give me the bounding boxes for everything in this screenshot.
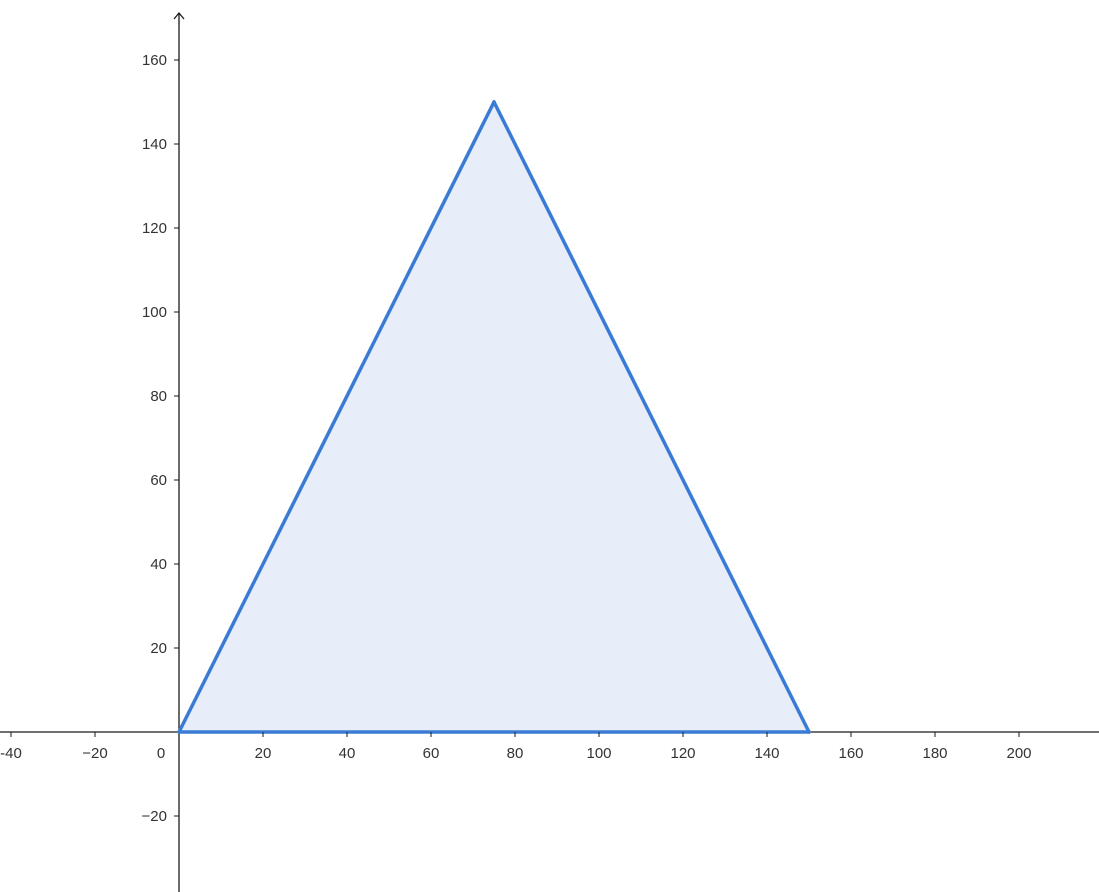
y-tick-label: 40 [150,556,167,573]
y-tick-label: 160 [142,52,167,69]
x-tick-label: 80 [507,745,524,762]
x-tick-label: 200 [1006,745,1031,762]
x-tick-label: 60 [423,745,440,762]
axes-layer [0,11,1099,892]
y-tick-label: 80 [150,388,167,405]
x-tick-label: 0 [157,745,165,762]
ticks-layer: -40−200204060801001201401601802002−20204… [0,52,1099,825]
y-tick-label: 20 [150,640,167,657]
x-tick-label: 140 [754,745,779,762]
x-tick-label: 40 [339,745,356,762]
triangle-right-side [492,100,811,734]
triangle-layer [179,102,809,732]
triangle-fill [179,102,809,732]
x-tick-label: 120 [670,745,695,762]
y-tick-label: 100 [142,304,167,321]
y-axis-arrow-icon [173,11,185,20]
x-tick-label: -40 [0,745,22,762]
x-tick-label: 160 [838,745,863,762]
x-tick-label: 20 [255,745,272,762]
y-tick-label: 60 [150,472,167,489]
y-tick-label: −20 [142,808,167,825]
triangle-left-side [177,100,496,734]
y-tick-label: 120 [142,220,167,237]
y-tick-label: 140 [142,136,167,153]
x-tick-label: 180 [922,745,947,762]
x-tick-label: 100 [586,745,611,762]
x-tick-label: −20 [82,745,107,762]
